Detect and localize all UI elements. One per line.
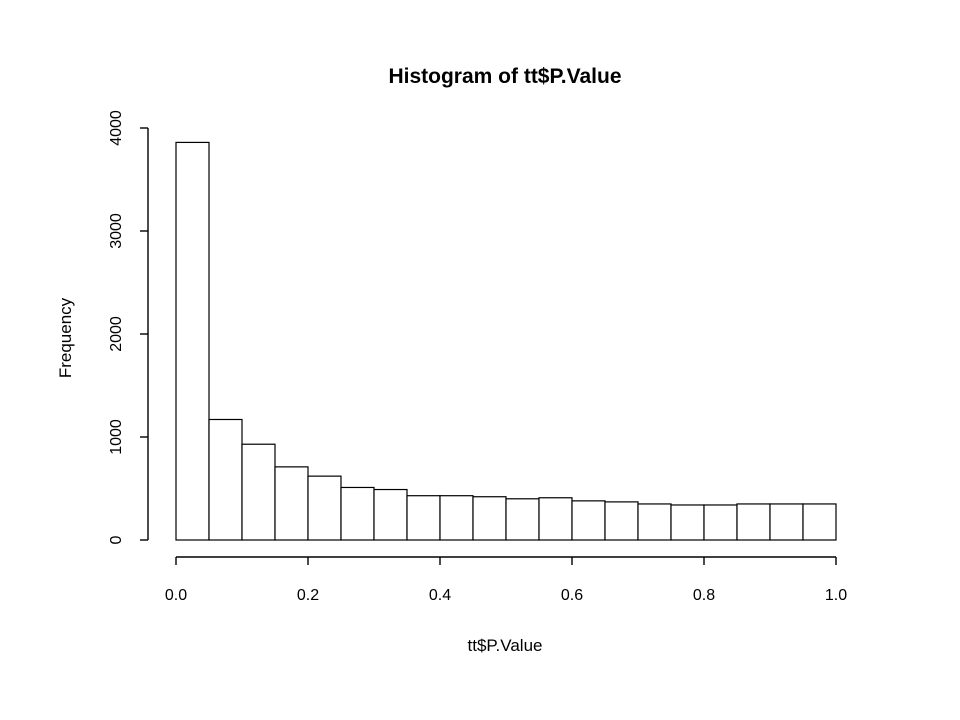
histogram-bar <box>241 443 276 541</box>
y-tick-label: 2000 <box>108 316 125 352</box>
histogram-bar <box>637 503 672 541</box>
histogram-bar <box>406 495 441 541</box>
x-axis: 0.0 0.2 0.4 0.6 0.8 1.0 <box>165 556 847 604</box>
histogram-bar <box>340 486 375 541</box>
histogram-bar <box>769 503 804 541</box>
histogram-bar <box>538 497 573 541</box>
histogram-bar <box>373 488 408 541</box>
y-axis-label: Frequency <box>56 297 75 378</box>
x-tick-label: 0.4 <box>429 587 451 604</box>
histogram-bar <box>208 418 243 541</box>
chart-title: Histogram of tt$P.Value <box>388 65 621 88</box>
histogram-bar <box>736 503 771 541</box>
y-tick-label: 1000 <box>108 419 125 455</box>
histogram-bar <box>670 504 705 541</box>
y-tick-label: 4000 <box>108 110 125 146</box>
y-tick-label: 0 <box>108 535 125 544</box>
y-tick-label: 3000 <box>108 213 125 249</box>
histogram-bar <box>274 466 309 541</box>
bars-group <box>175 141 837 541</box>
x-tick-label: 1.0 <box>825 587 847 604</box>
histogram-bar <box>802 503 837 541</box>
histogram-bar <box>307 475 342 541</box>
histogram-bar <box>703 504 738 541</box>
y-axis: 0 1000 2000 3000 4000 <box>108 110 149 544</box>
x-tick-label: 0.6 <box>561 587 583 604</box>
x-axis-label: tt$P.Value <box>468 636 543 655</box>
histogram-bar <box>571 500 606 541</box>
histogram-bar <box>175 141 210 541</box>
histogram-bar <box>505 498 540 541</box>
x-tick-label: 0.2 <box>297 587 319 604</box>
x-tick-label: 0.8 <box>693 587 715 604</box>
histogram-bar <box>439 495 474 541</box>
histogram-bar <box>604 501 639 541</box>
histogram-bar <box>472 496 507 541</box>
x-tick-label: 0.0 <box>165 587 187 604</box>
